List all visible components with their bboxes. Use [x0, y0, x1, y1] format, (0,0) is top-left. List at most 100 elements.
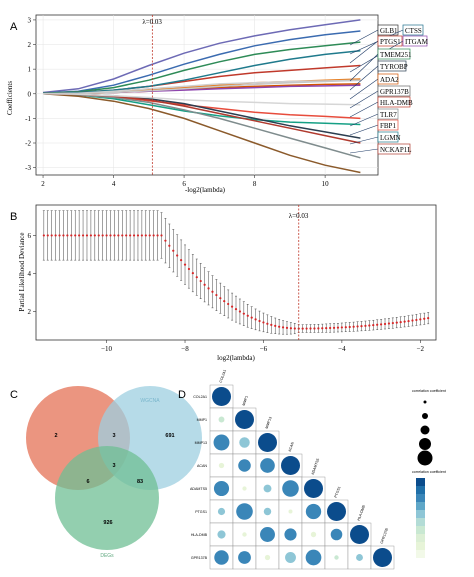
gene-leader-line — [349, 148, 379, 154]
correlation-circle — [330, 528, 343, 541]
correlation-circle — [236, 503, 253, 520]
y-tick-label: 3 — [28, 16, 32, 24]
cv-point — [183, 263, 187, 266]
cv-point — [415, 318, 418, 322]
gene-label-box — [377, 85, 411, 97]
correlation-circle — [238, 551, 251, 564]
cv-point — [293, 327, 296, 330]
cv-point — [336, 326, 340, 329]
cv-point — [227, 302, 230, 306]
correlation-circle — [242, 532, 247, 537]
cv-point — [164, 239, 167, 242]
cv-point — [136, 234, 140, 237]
gene-label: ADA2 — [380, 76, 399, 84]
series-line — [43, 93, 361, 159]
size-legend — [417, 400, 433, 466]
cv-point — [372, 324, 375, 327]
panel-a-lambda-label: λ=0.03 — [142, 18, 162, 26]
gene-label: GPR137B — [380, 88, 409, 96]
correlation-circle — [327, 502, 346, 521]
cv-point — [348, 325, 351, 329]
series-line — [43, 93, 361, 174]
cv-point — [105, 234, 108, 237]
panel-d-col-labels: COL2A1 MMP1 MMP13 ACAN ADAMTS5 PTGS1 HLA-DMB GP… — [219, 369, 389, 544]
venn-set-bottom: DEGs — [100, 553, 114, 559]
x-tick-label: −6 — [260, 345, 268, 353]
correlation-circle — [334, 555, 339, 560]
cv-point — [219, 297, 222, 300]
cv-point — [360, 325, 363, 328]
gene-label-box — [377, 143, 411, 155]
cv-point — [301, 327, 304, 330]
cv-point — [132, 234, 136, 237]
x-tick-label: −2 — [417, 345, 425, 353]
gene-label-box — [377, 73, 399, 85]
cv-point — [321, 327, 324, 330]
correlation-circle — [281, 456, 300, 475]
correlation-circle — [373, 548, 392, 567]
cv-point — [278, 325, 281, 328]
cv-point — [89, 234, 93, 237]
cv-point — [242, 312, 245, 315]
x-tick-label: −4 — [338, 345, 346, 353]
correlation-circle — [258, 433, 277, 452]
correlation-circle — [214, 550, 229, 565]
cv-point — [78, 234, 81, 237]
cv-point — [332, 326, 336, 329]
correlation-circle — [212, 387, 231, 406]
cv-point — [172, 249, 175, 252]
correlation-circle — [238, 459, 251, 472]
correlation-circle — [218, 462, 225, 469]
correlation-circle — [263, 507, 272, 516]
size-legend-circle — [423, 400, 427, 404]
cv-point — [309, 327, 312, 330]
correlation-circle — [356, 554, 363, 561]
correlation-circle — [213, 480, 230, 497]
cv-point — [42, 234, 45, 237]
gene-label: TLR7 — [380, 111, 397, 119]
gene-label-box — [377, 96, 411, 108]
cv-point — [368, 324, 371, 327]
cv-point — [74, 234, 77, 237]
correlation-circle — [305, 503, 322, 520]
venn-region-left-bottom: 6 — [86, 479, 89, 485]
cv-point — [238, 310, 242, 313]
size-legend-circle — [417, 450, 433, 466]
row-label: ADAMTS5 — [190, 487, 207, 491]
correlation-circle — [310, 531, 317, 538]
size-legend-title: correlation coefficient — [412, 389, 446, 393]
correlation-circle — [288, 509, 293, 514]
panel-a-y-ticks: -3 -2 -1 0 1 2 3 — [25, 16, 36, 172]
correlation-circle — [263, 484, 272, 493]
correlation-circle — [217, 530, 226, 539]
venn-circle-bottom — [55, 446, 159, 550]
cv-point — [340, 326, 343, 329]
col-label: ACAN — [288, 441, 295, 452]
cv-point — [203, 283, 206, 286]
x-tick-label: 4 — [112, 180, 116, 188]
x-tick-label: 10 — [322, 180, 330, 188]
cv-point — [270, 323, 273, 326]
correlation-circle — [217, 507, 226, 516]
cv-point — [70, 234, 73, 237]
gene-leader-line — [349, 78, 379, 100]
gene-leader-line — [349, 136, 379, 145]
gene-label: LGMN — [380, 134, 401, 142]
cv-point — [250, 316, 253, 319]
gene-label-box — [377, 60, 407, 72]
panel-d-correlation-matrix: COL2A1 MMP1 MMP13 ACAN ADAMTS5 PTGS1 HLA-DMB GP… — [190, 369, 446, 570]
correlation-circle — [239, 437, 250, 448]
gene-label-box — [402, 24, 424, 36]
venn-region-right-only: 691 — [165, 433, 174, 439]
y-tick-label: 2 — [28, 308, 32, 316]
color-legend — [416, 478, 425, 558]
x-tick-label: 8 — [253, 180, 257, 188]
correlation-circle — [284, 528, 297, 541]
gene-leader-line — [349, 40, 379, 64]
cv-point — [54, 234, 57, 237]
cv-point — [121, 234, 124, 237]
series-line — [43, 79, 361, 95]
panel-a-y-axis-label: Coefficients — [6, 81, 14, 115]
cv-point — [50, 234, 53, 237]
cv-point — [58, 234, 61, 237]
